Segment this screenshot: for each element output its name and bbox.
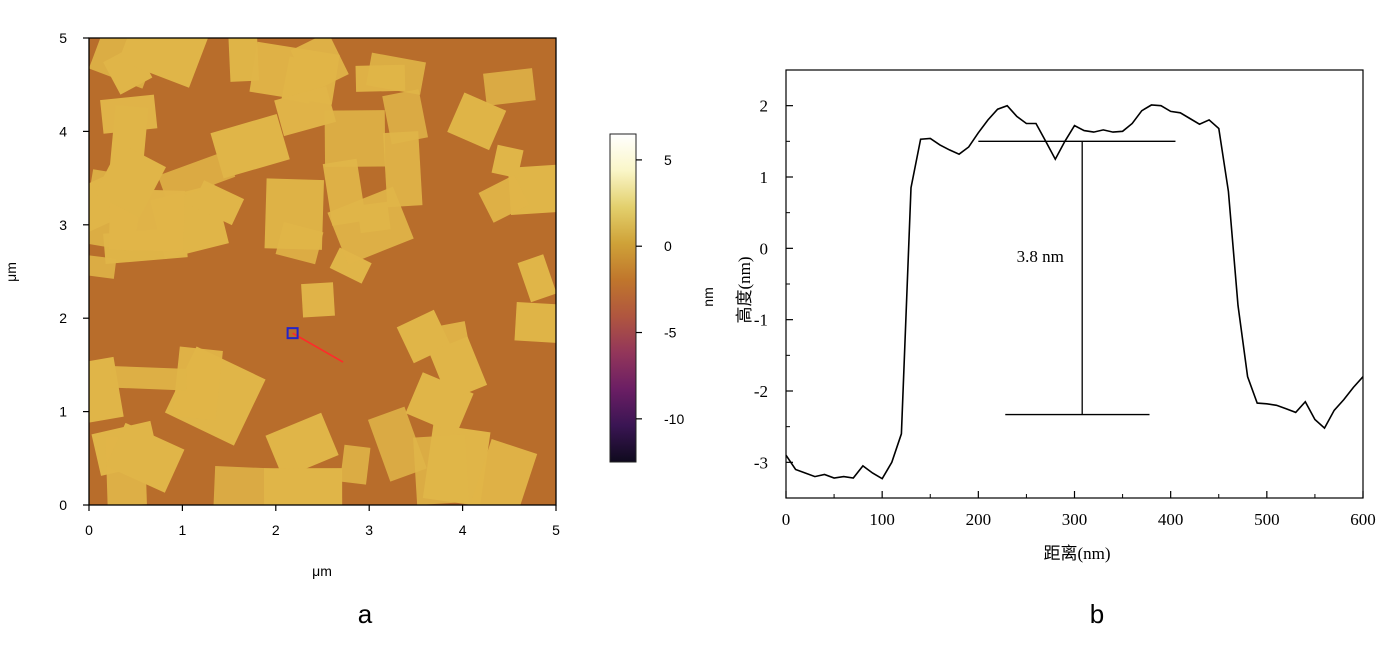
x-tick-label: 500 bbox=[1254, 510, 1280, 529]
afm-map-axes: 0 1 2 3 4 5 0 1 2 3 4 5 bbox=[59, 30, 560, 538]
profile-series-line bbox=[785, 104, 1364, 480]
panel-b-ylabel: 高度(nm) bbox=[735, 256, 754, 323]
y-tick-label: 5 bbox=[59, 30, 67, 46]
panel-a: 0 1 2 3 4 5 0 1 2 3 4 5 μm μm 5 0 -5 -10 nm a bbox=[3, 30, 716, 629]
height-annotation: 3.8 nm bbox=[1017, 247, 1064, 266]
colorbar-tick-label: -10 bbox=[664, 411, 684, 427]
panel-a-xlabel: μm bbox=[312, 563, 332, 579]
panel-a-ylabel: μm bbox=[3, 262, 19, 282]
y-tick-label: -1 bbox=[754, 311, 768, 330]
y-tick-label: 0 bbox=[760, 239, 769, 258]
colorbar-tick-label: 5 bbox=[664, 152, 672, 168]
flake bbox=[264, 178, 324, 250]
flake bbox=[191, 180, 245, 226]
flake bbox=[210, 114, 290, 179]
panel-b: 0 100 200 300 400 500 600 2 1 0 -1 -2 -3 3.8 nm 距离(n… bbox=[735, 69, 1376, 629]
profile-axes: 0 100 200 300 400 500 600 2 1 0 -1 -2 -3 bbox=[754, 69, 1376, 529]
flake bbox=[357, 201, 391, 234]
profile-plot-frame bbox=[785, 69, 1364, 499]
colorbar-title: nm bbox=[700, 287, 716, 306]
panel-a-label: a bbox=[358, 599, 373, 629]
colorbar-tick-label: 0 bbox=[664, 238, 672, 254]
y-tick-label: -3 bbox=[754, 453, 768, 472]
flake bbox=[105, 422, 185, 493]
x-tick-label: 600 bbox=[1350, 510, 1376, 529]
flake bbox=[491, 144, 524, 179]
flake bbox=[94, 143, 166, 218]
flake bbox=[382, 89, 428, 145]
flake bbox=[483, 68, 536, 106]
flake bbox=[413, 434, 470, 505]
x-tick-label: 100 bbox=[869, 510, 895, 529]
flake bbox=[157, 150, 236, 202]
y-tick-label: 4 bbox=[59, 123, 67, 139]
flake bbox=[274, 86, 337, 137]
x-tick-label: 0 bbox=[782, 510, 791, 529]
flake bbox=[324, 110, 386, 168]
flake bbox=[517, 254, 556, 303]
y-tick-label: 3 bbox=[59, 217, 67, 233]
y-tick-label: 2 bbox=[760, 97, 769, 116]
flake bbox=[447, 92, 507, 151]
profile-line bbox=[292, 332, 344, 363]
flake bbox=[89, 356, 124, 426]
x-tick-label: 200 bbox=[966, 510, 992, 529]
y-tick-label: 0 bbox=[59, 497, 67, 513]
flake bbox=[265, 412, 339, 479]
x-tick-label: 400 bbox=[1158, 510, 1184, 529]
flake bbox=[227, 38, 260, 82]
flake bbox=[172, 346, 223, 421]
flake bbox=[329, 247, 372, 284]
flake bbox=[478, 174, 530, 223]
colorbar bbox=[609, 133, 637, 463]
flake bbox=[212, 466, 289, 505]
flake bbox=[118, 38, 216, 88]
flake bbox=[355, 64, 406, 92]
flake bbox=[110, 365, 187, 391]
flake bbox=[469, 438, 538, 505]
x-tick-label: 0 bbox=[85, 522, 93, 538]
colorbar-axes: 5 0 -5 -10 bbox=[636, 152, 684, 427]
flake bbox=[514, 301, 556, 344]
x-tick-label: 4 bbox=[459, 522, 467, 538]
flake bbox=[340, 444, 371, 485]
x-tick-label: 3 bbox=[365, 522, 373, 538]
x-tick-label: 2 bbox=[272, 522, 280, 538]
panel-b-xlabel: 距离(nm) bbox=[1043, 544, 1110, 563]
x-tick-label: 300 bbox=[1062, 510, 1088, 529]
flake bbox=[367, 406, 427, 482]
x-tick-label: 1 bbox=[179, 522, 187, 538]
colorbar-tick-label: -5 bbox=[664, 325, 677, 341]
y-tick-label: 2 bbox=[59, 310, 67, 326]
y-tick-label: 1 bbox=[59, 404, 67, 420]
afm-flakes bbox=[89, 38, 556, 505]
panel-b-label: b bbox=[1090, 599, 1104, 629]
flake bbox=[428, 336, 488, 401]
afm-map-frame bbox=[88, 37, 557, 506]
x-tick-label: 5 bbox=[552, 522, 560, 538]
y-tick-label: 1 bbox=[760, 168, 769, 187]
y-tick-label: -2 bbox=[754, 382, 768, 401]
profile-start-marker bbox=[286, 327, 299, 340]
flake bbox=[301, 282, 335, 318]
